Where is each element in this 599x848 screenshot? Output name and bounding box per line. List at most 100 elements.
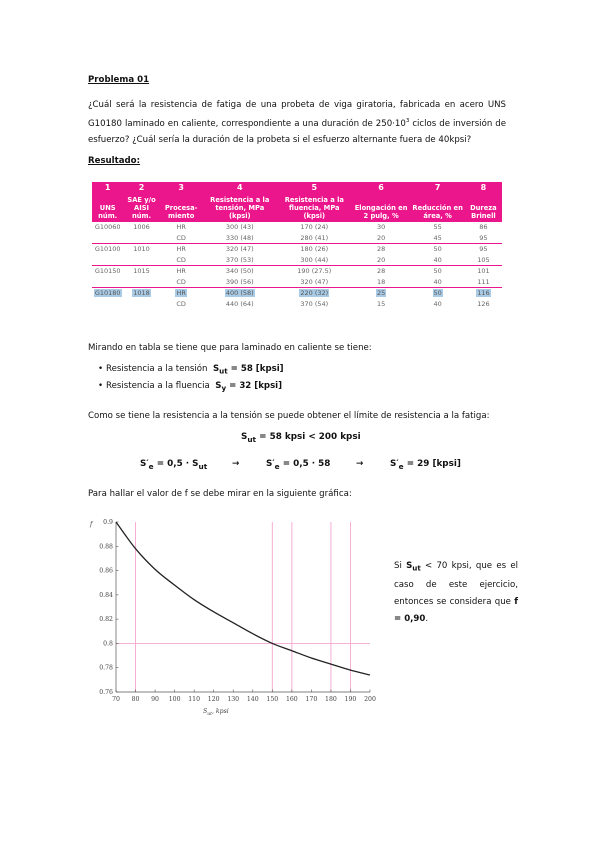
table-cell: 400 (58): [202, 287, 277, 299]
eq-sub: e: [274, 461, 280, 471]
table-cell: 30: [376, 223, 386, 231]
bullet-subscript: ut: [219, 366, 228, 376]
column-number-7: 7: [410, 182, 465, 196]
x-tick-label: 80: [132, 696, 140, 703]
column-header-4: Resistencia a la tensión, MPa (kpsi): [202, 196, 277, 222]
x-tick-label: 150: [266, 696, 278, 703]
table-cell: [92, 233, 123, 244]
table-cell: HR: [176, 223, 186, 231]
table-cell: CD: [176, 255, 186, 264]
column-number-6: 6: [351, 182, 411, 196]
fatigue-text: Como se tiene la resistencia a la tensió…: [88, 411, 490, 421]
x-tick-label: 180: [325, 696, 337, 703]
column-header-2: SAE y/o AISI núm.: [123, 196, 160, 222]
table-cell: 45: [433, 233, 442, 242]
arrow-2: →: [356, 459, 364, 469]
table-cell: [92, 277, 123, 288]
eq-symbol: S: [241, 432, 248, 442]
table-row: CD 370 (53) 300 (44) 20 40 105: [92, 255, 502, 266]
table-cell: G10060: [94, 223, 121, 231]
table-row: G10180 1018 HR 400 (58) 220 (32) 25 50 116: [92, 287, 502, 299]
table-cell: 170 (24): [300, 223, 329, 231]
eq-lhs: S′: [140, 459, 149, 469]
table-cell: CD: [176, 299, 186, 308]
table-cell: 190 (27.5): [276, 265, 352, 277]
table-cell: HR: [159, 265, 203, 277]
note-end: .: [425, 613, 429, 624]
column-header-6: Elongación en 2 pulg, %: [351, 196, 411, 222]
problem-title: Problema 01: [88, 75, 150, 85]
y-tick-label: 0.84: [99, 592, 113, 599]
table-cell: 50: [410, 265, 465, 277]
lookup-text: Mirando en tabla se tiene que para lamin…: [88, 343, 372, 353]
table-cell: HR: [159, 243, 203, 255]
table-cell: 50: [410, 287, 465, 299]
bullet-tension: • Resistencia a la tensión Sut = 58 [kps…: [98, 364, 284, 376]
table-cell: 55: [433, 223, 442, 231]
table-cell: 20: [376, 255, 386, 264]
table-cell: 280 (41): [300, 233, 329, 242]
statement-part2: ciclos de inversión de esfuerzo? ¿Cuál s…: [88, 118, 506, 145]
eq-lhs: S′: [266, 459, 275, 469]
table-cell: 340 (50): [202, 265, 277, 277]
table-cell: 25: [351, 287, 411, 299]
column-header-7: Reducción en área, %: [410, 196, 465, 222]
bullet-label: Resistencia a la tensión: [106, 364, 208, 374]
table-cell: 40: [433, 277, 442, 286]
x-tick-label: 70: [112, 696, 120, 703]
x-tick-label: 160: [286, 696, 298, 703]
table-cell: [92, 299, 123, 310]
x-tick-label: 130: [227, 696, 239, 703]
bullet-symbol: S: [212, 364, 220, 374]
equation-se-3: S′e = 29 [kpsi]: [390, 459, 461, 471]
note-text: Si Sut < 70 kpsi, que es el caso de este…: [394, 558, 518, 628]
exponent: 3: [405, 118, 410, 124]
column-header-8: Dureza Brinell: [464, 196, 502, 222]
table-cell: 15: [376, 299, 386, 308]
y-tick-label: 0.82: [99, 616, 113, 623]
eq-rhs: = 0,5 · 58: [279, 459, 331, 469]
y-tick-label: 0.8: [103, 640, 113, 647]
bullet-label: Resistencia a la fluencia: [106, 381, 210, 391]
table-row: G10150 1015 HR 340 (50) 190 (27.5) 28 50 101: [92, 265, 502, 277]
table-cell: 50: [410, 243, 465, 255]
table-cell: CD: [176, 233, 186, 242]
x-tick-label: 140: [247, 696, 259, 703]
table-cell: 105: [477, 255, 490, 264]
table-cell: [123, 233, 159, 244]
eq-sub: e: [398, 461, 404, 471]
table-cell: 95: [479, 233, 488, 242]
y-tick-label: 0.78: [99, 665, 113, 672]
f-curve: [115, 521, 371, 676]
result-heading: Resultado:: [88, 156, 141, 166]
column-header-1: UNS núm.: [92, 196, 124, 222]
table-cell: 126: [477, 299, 490, 308]
x-tick-label: 90: [151, 696, 159, 703]
eq-subscript: ut: [247, 434, 257, 444]
eq-rhs: = 29 [kpsi]: [403, 459, 461, 469]
equation-sut: Sut = 58 kpsi < 200 kpsi: [241, 432, 361, 444]
x-tick-label: 190: [345, 696, 357, 703]
table-cell: 220 (32): [276, 287, 352, 299]
equation-se-2: S′e = 0,5 · 58: [266, 459, 330, 471]
x-axis-label: Sut, kpsi: [203, 708, 229, 717]
column-header-5: Resistencia a la fluencia, MPa (kpsi): [276, 196, 352, 222]
bullet-value: = 58 [kpsi]: [227, 364, 284, 374]
y-tick-label: 0.76: [99, 689, 113, 696]
bullet-dot: •: [98, 381, 104, 391]
table-cell: 300 (43): [225, 223, 254, 231]
table-cell: 86: [479, 223, 488, 231]
note-mid: < 70 kpsi, que es el caso de este ejerci…: [394, 561, 518, 607]
table-cell: 101: [464, 265, 502, 277]
table-cell: 1018: [123, 287, 160, 299]
eq-sub: e: [148, 461, 154, 471]
table-cell: 1010: [123, 243, 160, 255]
table-cell: 390 (56): [225, 277, 254, 286]
arrow-1: →: [232, 459, 240, 469]
graph-intro-text: Para hallar el valor de f se debe mirar …: [88, 489, 352, 499]
table-row: G10060 1006 HR 300 (43) 170 (24) 30 55 86: [92, 222, 502, 233]
table-body: G10060 1006 HR 300 (43) 170 (24) 30 55 86 CD 330 …: [92, 222, 502, 309]
